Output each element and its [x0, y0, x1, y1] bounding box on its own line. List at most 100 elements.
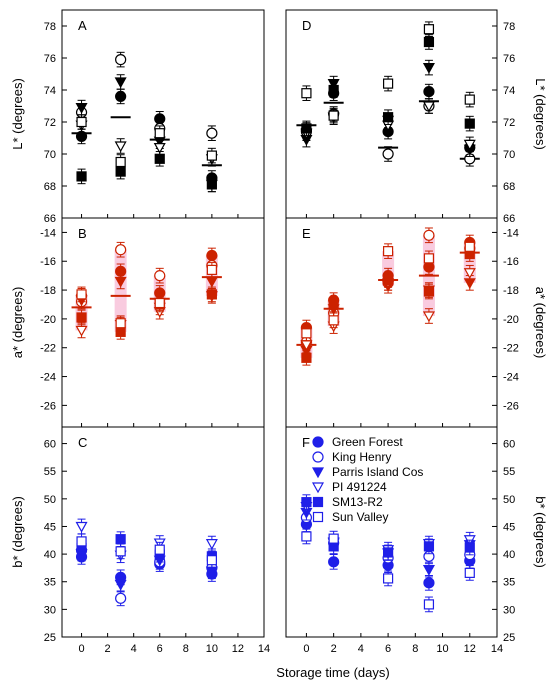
data-point	[206, 127, 218, 139]
data-point	[115, 318, 126, 329]
data-point	[206, 150, 217, 161]
legend-marker	[312, 496, 324, 508]
x-tick-label: 4	[131, 643, 137, 655]
y-tick-label: -24	[40, 372, 56, 384]
data-point	[422, 564, 435, 576]
data-point	[154, 153, 165, 164]
panel-frame	[61, 217, 265, 428]
data-point	[423, 85, 435, 98]
data-point	[76, 312, 87, 323]
panel-e: -26 -24 -22 -20 -18 -16 -14 E	[285, 217, 519, 428]
y-tick-label: 60	[44, 439, 56, 451]
data-point	[328, 299, 339, 310]
data-point	[422, 101, 435, 113]
data-point	[382, 112, 394, 123]
y-tick-label: -22	[40, 343, 56, 355]
data-point	[154, 544, 165, 555]
y-tick-label: 70	[44, 149, 56, 161]
y-tick-label: 72	[503, 117, 515, 129]
y-tick-label: 78	[44, 21, 56, 33]
y-tick-label: 74	[44, 85, 56, 97]
data-point	[382, 246, 394, 257]
legend-label: SM13-R2	[332, 495, 383, 509]
panel-frame	[61, 426, 265, 638]
y-tick-label: 45	[503, 521, 515, 533]
data-point	[422, 62, 435, 74]
data-point	[206, 289, 217, 300]
data-point	[115, 534, 126, 545]
data-point	[301, 123, 312, 134]
panel-frame	[285, 426, 498, 638]
data-point	[154, 128, 165, 139]
panel-letter: B	[78, 226, 87, 241]
data-point	[206, 264, 217, 275]
y-tick-label: 35	[503, 577, 515, 589]
y-tick-label: -14	[40, 227, 56, 239]
y-tick-label: 55	[503, 466, 515, 478]
y-tick-label: -22	[503, 343, 519, 355]
y-tick-label: 30	[503, 604, 515, 616]
data-point	[115, 156, 126, 168]
y-tick-label: 50	[503, 494, 515, 506]
data-point	[154, 270, 166, 282]
data-point	[76, 116, 87, 128]
x-axis-title: Storage time (days)	[276, 665, 389, 680]
data-point	[328, 84, 339, 96]
data-point	[423, 541, 435, 552]
y-axis-title-left: b* (degrees)	[10, 496, 25, 568]
y-axis-title-right: L* (degrees)	[533, 78, 548, 150]
y-tick-label: -14	[503, 227, 519, 239]
x-tick-label: 2	[331, 643, 337, 655]
y-tick-label: -20	[40, 314, 56, 326]
y-tick-label: -24	[503, 372, 519, 384]
data-point	[422, 311, 435, 323]
data-point	[76, 289, 87, 300]
data-point	[423, 24, 435, 35]
legend-marker	[312, 451, 324, 463]
data-point	[75, 102, 88, 114]
data-point	[423, 229, 435, 241]
y-tick-label: 40	[503, 549, 515, 561]
legend-label: King Henry	[332, 450, 391, 464]
legend-marker	[311, 467, 325, 479]
panel-c: 25 30 35 40 45 50 55 60 0 2 4 6 8 10 12 14 C	[44, 426, 270, 655]
x-tick-label: 4	[358, 643, 364, 655]
data-point	[464, 94, 475, 105]
legend-marker	[312, 511, 324, 523]
data-point	[464, 118, 475, 129]
y-tick-label: 70	[503, 149, 515, 161]
y-tick-label: 68	[44, 181, 56, 193]
data-point	[328, 533, 339, 544]
y-tick-label: 76	[44, 53, 56, 65]
x-tick-label: 14	[258, 643, 270, 655]
y-tick-label: -16	[40, 256, 56, 268]
data-point	[301, 497, 312, 508]
y-tick-label: 78	[503, 21, 515, 33]
data-point	[382, 274, 394, 286]
y-tick-label: 55	[44, 466, 56, 478]
data-point	[76, 171, 87, 182]
data-point	[423, 599, 435, 610]
data-point	[301, 88, 312, 99]
y-tick-label: -26	[503, 400, 519, 412]
legend-marker	[312, 436, 324, 448]
panel-letter: E	[302, 226, 311, 241]
y-axis-title-right: a* (degrees)	[533, 287, 548, 359]
legend-label: PI 491224	[332, 480, 387, 494]
y-tick-label: 76	[503, 53, 515, 65]
data-point	[382, 547, 394, 558]
data-point	[301, 531, 312, 542]
x-tick-label: 8	[412, 643, 418, 655]
y-tick-label: -20	[503, 314, 519, 326]
y-tick-label: 68	[503, 181, 515, 193]
y-tick-label: -16	[503, 256, 519, 268]
data-point	[115, 90, 127, 103]
y-tick-label: 50	[44, 494, 56, 506]
data-point	[464, 542, 475, 553]
y-tick-label: 25	[44, 632, 56, 644]
data-point	[75, 521, 88, 533]
data-point	[301, 352, 312, 363]
x-tick-label: 12	[464, 643, 476, 655]
